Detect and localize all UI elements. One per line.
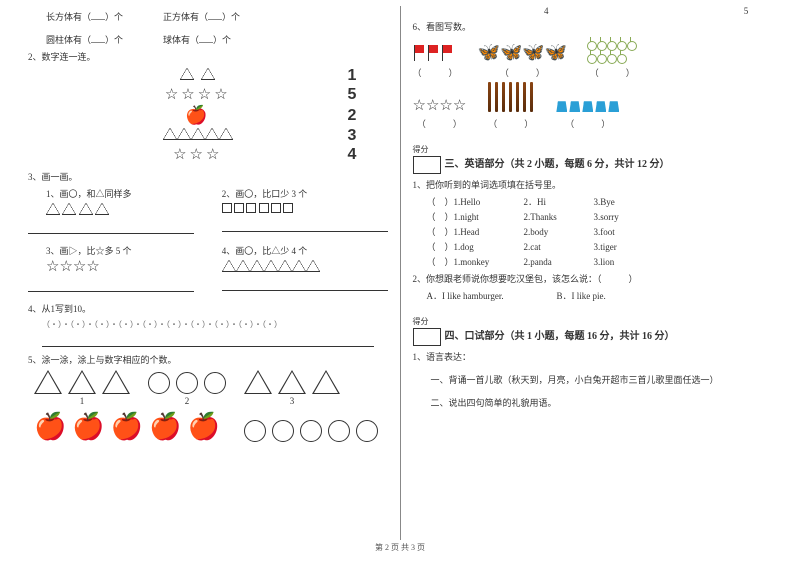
page-footer: 第 2 页 共 3 页 [0,540,800,553]
q3-sub1: 1、画〇，和△同样多 [28,187,194,240]
q6-title: 6、看图写数。 [413,20,773,33]
q6-row2: ☆☆☆☆ （ ） （ ） （ ） [413,82,773,130]
column-divider [400,6,401,540]
q4-blanks: （・）・（・）・（・）・（・）・（・）・（・）・（・）・（・）・（・）・（・） [42,319,388,330]
q1-cylinder: 圆柱体有（）个 [46,33,123,46]
q1-sphere: 球体有（）个 [163,33,231,46]
score-box-3 [413,156,441,174]
q2-title: 2、数字连一连。 [28,50,388,63]
q3-sub4: 4、画〇，比△少 4 个 [222,244,388,298]
q4-title: 4、从1写到10。 [28,302,388,315]
q5-title: 5、涂一涂，涂上与数字相应的个数。 [28,353,388,366]
q5-grp2: 2 [148,372,226,406]
q2-match: 1 ☆☆☆☆5 🍎2 3 ☆☆☆4 [48,67,378,164]
section-3: 得分 三、英语部分（共 2 小题，每题 6 分，共计 12 分） 1、把你听到的… [413,144,773,302]
score-box-4 [413,328,441,346]
right-column: 4 5 6、看图写数。 （ ） 🦋🦋🦋🦋 （ ） （ ） ☆☆☆☆ （ [405,6,781,540]
q5-apples: 🍎🍎🍎🍎🍎 [34,412,220,442]
q3-sub2: 2、画〇，比口少 3 个 [222,187,388,240]
q5-grp3: 3 [244,370,340,406]
apple-icon: 🍎 [185,105,210,125]
section-4: 得分 四、口试部分（共 1 小题，每题 16 分，共计 16 分） 1、语言表达… [413,316,773,409]
q5-grp1: 1 [34,370,130,406]
q1-cuboid: 长方体有（）个 [46,10,123,23]
q5-circles2 [244,420,378,442]
left-column: 长方体有（）个 正方体有（）个 圆柱体有（）个 球体有（）个 2、数字连一连。 … [20,6,396,540]
q1-cube: 正方体有（）个 [163,10,240,23]
q5-nums-cont: 4 5 [413,6,773,16]
q6-row1: （ ） 🦋🦋🦋🦋 （ ） （ ） [413,37,773,79]
q3-sub3: 3、画▷，比☆多 5 个 ☆☆☆☆ [28,244,194,298]
q3-title: 3、画一画。 [28,170,388,183]
